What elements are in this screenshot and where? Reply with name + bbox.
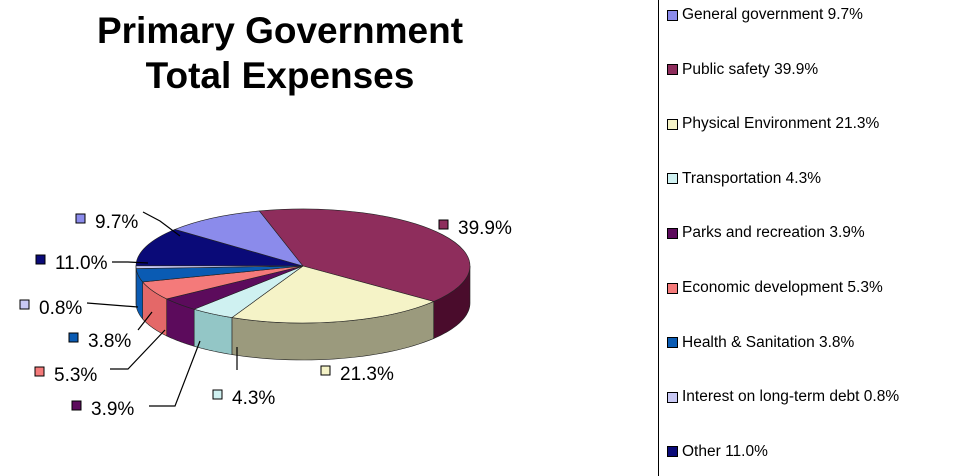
legend-item-public-safety: Public safety 39.9%: [667, 61, 818, 79]
legend: General government 9.7% Public safety 39.…: [658, 0, 964, 476]
pie-chart: 9.7% 39.9% 21.3% 4.3% 3.9% 5.3% 3.8% 0.8% 11.0%: [19, 208, 512, 420]
leader-line-health-sanitation: [137, 311, 153, 331]
data-label-economic-development: 5.3%: [54, 365, 97, 386]
slice-other: [135, 229, 304, 267]
legend-item-transportation: Transportation 4.3%: [667, 170, 821, 188]
data-label-swatch-parks-and-recreation: [71, 400, 82, 411]
data-label-transportation: 4.3%: [232, 388, 275, 409]
data-label-swatch-general-government: [75, 213, 86, 224]
legend-swatch-physical-environment: [667, 118, 678, 130]
legend-item-physical-environment: Physical Environment 21.3%: [667, 115, 879, 133]
legend-label-economic-development: Economic development 5.3%: [682, 279, 883, 296]
data-label-general-government: 9.7%: [95, 212, 138, 233]
slice-interest-on-long-term-debt: [135, 265, 304, 269]
legend-label-general-government: General government 9.7%: [682, 6, 863, 23]
data-label-public-safety: 39.9%: [458, 218, 512, 239]
data-label-other: 11.0%: [55, 253, 108, 274]
data-label-swatch-physical-environment: [320, 365, 331, 376]
data-label-health-sanitation: 3.8%: [88, 331, 131, 352]
leader-line-economic-development: [110, 329, 166, 370]
data-label-swatch-health-sanitation: [68, 332, 79, 343]
legend-label-other: Other 11.0%: [682, 442, 768, 460]
legend-swatch-health-sanitation: [667, 337, 678, 349]
legend-label-transportation: Transportation 4.3%: [682, 169, 822, 187]
chart-title-line-2: Total Expenses: [145, 55, 415, 96]
legend-swatch-economic-development: [667, 282, 678, 294]
legend-swatch-other: [667, 446, 678, 458]
slice-physical-environment: [231, 265, 435, 324]
data-label-interest-on-long-term-debt: 0.8%: [39, 298, 82, 319]
chart-title-line-1: Primary Government: [96, 10, 464, 51]
leader-line-interest-on-long-term-debt: [86, 302, 139, 308]
data-label-swatch-other: [35, 254, 46, 265]
legend-swatch-public-safety: [667, 64, 678, 76]
legend-item-other: Other 11.0%: [667, 443, 768, 461]
legend-swatch-transportation: [667, 173, 678, 185]
legend-item-general-government: General government 9.7%: [667, 6, 863, 24]
legend-label-public-safety: Public safety 39.9%: [682, 60, 819, 78]
data-label-physical-environment: 21.3%: [340, 364, 394, 385]
slice-general-government: [174, 210, 304, 267]
leader-line-parks-and-recreation: [149, 340, 201, 407]
legend-item-health-sanitation: Health & Sanitation 3.8%: [667, 334, 854, 352]
legend-swatch-interest-on-long-term-debt: [667, 391, 678, 403]
data-label-swatch-public-safety: [438, 219, 449, 230]
data-label-swatch-interest-on-long-term-debt: [19, 299, 30, 310]
legend-item-parks-and-recreation: Parks and recreation 3.9%: [667, 224, 865, 242]
legend-label-parks-and-recreation: Parks and recreation 3.9%: [682, 224, 865, 242]
data-label-parks-and-recreation: 3.9%: [91, 399, 134, 420]
data-label-swatch-economic-development: [34, 366, 45, 377]
slice-public-safety: [258, 208, 471, 302]
data-label-swatch-transportation: [212, 389, 223, 400]
legend-item-economic-development: Economic development 5.3%: [667, 279, 883, 297]
leader-line-general-government: [142, 211, 181, 237]
legend-swatch-general-government: [667, 9, 678, 21]
legend-label-health-sanitation: Health & Sanitation 3.8%: [682, 333, 855, 351]
legend-label-physical-environment: Physical Environment 21.3%: [682, 115, 880, 133]
legend-label-interest-on-long-term-debt: Interest on long-term debt 0.8%: [682, 388, 900, 406]
legend-item-interest-on-long-term-debt: Interest on long-term debt 0.8%: [667, 388, 899, 406]
chart-title: Primary Government Total Expenses: [40, 8, 520, 98]
leader-line-other: [112, 261, 149, 264]
legend-swatch-parks-and-recreation: [667, 227, 678, 239]
